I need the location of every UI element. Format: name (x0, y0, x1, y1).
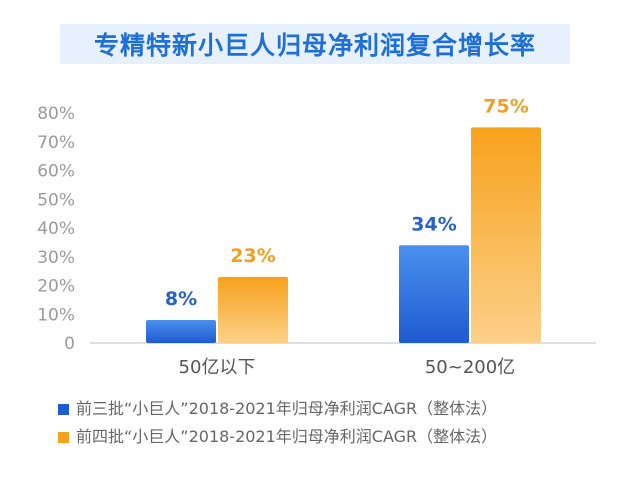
y-tick-label: 30% (37, 248, 75, 268)
bar-s0-c0 (146, 320, 216, 343)
data-labels: 8% 23% 34% 75% (165, 95, 529, 310)
y-tick-label: 10% (37, 305, 75, 325)
bar-s0-c1 (399, 245, 469, 343)
y-tick-label: 80% (37, 104, 75, 124)
bar-s1-c0 (218, 276, 288, 343)
data-label-s0-c1: 34% (411, 213, 456, 235)
y-tick-label: 0 (64, 334, 75, 354)
data-label-s1-c0: 23% (230, 245, 275, 267)
y-tick-label: 60% (37, 162, 75, 182)
data-label-s0-c0: 8% (165, 288, 197, 310)
category-label: 50亿以下 (179, 357, 256, 378)
title-band (60, 24, 570, 64)
legend: 前三批“小巨人”2018-2021年归母净利润CAGR（整体法） 前四批“小巨人”… (58, 399, 497, 446)
chart-title: 专精特新小巨人归母净利润复合增长率 (94, 31, 536, 60)
legend-swatch-s1 (58, 432, 69, 443)
category-label: 50~200亿 (425, 357, 515, 378)
y-tick-label: 20% (37, 277, 75, 297)
category-labels: 50亿以下 50~200亿 (179, 357, 516, 378)
y-tick-label: 40% (37, 219, 75, 239)
legend-swatch-s0 (58, 404, 69, 415)
y-tick-label: 50% (37, 190, 75, 210)
bar-s1-c1 (471, 127, 541, 343)
bars (146, 127, 541, 343)
y-axis-ticks: 0 10% 20% 30% 40% 50% 60% 70% 80% (37, 104, 75, 354)
legend-label-s0: 前三批“小巨人”2018-2021年归母净利润CAGR（整体法） (76, 399, 497, 418)
data-label-s1-c1: 75% (483, 95, 528, 117)
y-tick-label: 70% (37, 133, 75, 153)
legend-label-s1: 前四批“小巨人”2018-2021年归母净利润CAGR（整体法） (76, 427, 497, 446)
